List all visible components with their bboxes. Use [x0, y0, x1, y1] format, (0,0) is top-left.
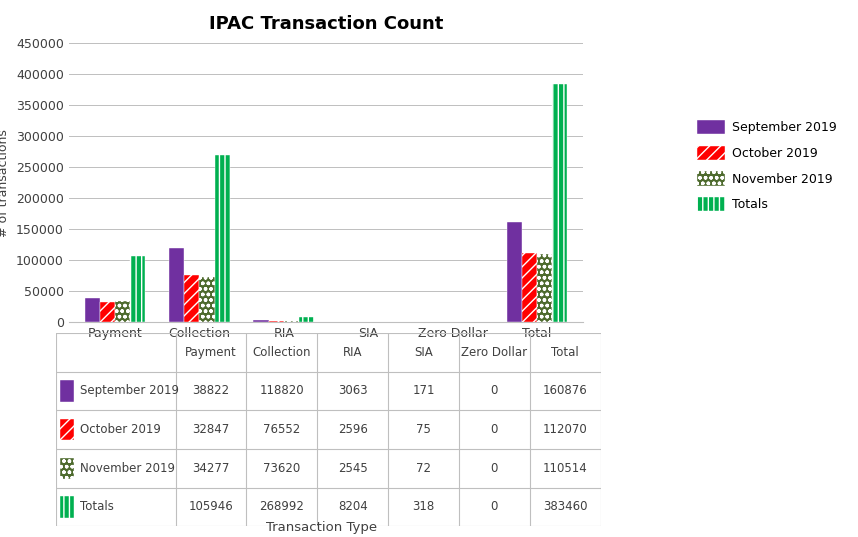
- Bar: [522, 252, 537, 322]
- Text: RIA: RIA: [343, 346, 362, 359]
- Bar: [253, 320, 269, 322]
- Bar: [169, 249, 184, 322]
- Bar: [184, 275, 199, 322]
- Text: September 2019: September 2019: [81, 384, 179, 397]
- Text: Transaction Type: Transaction Type: [266, 521, 378, 534]
- Text: 383460: 383460: [543, 500, 588, 513]
- Text: 112070: 112070: [543, 423, 588, 436]
- Text: 73620: 73620: [263, 462, 300, 475]
- Text: Collection: Collection: [252, 346, 311, 359]
- Text: 32847: 32847: [192, 423, 230, 436]
- Text: 0: 0: [491, 462, 498, 475]
- Text: October 2019: October 2019: [81, 423, 161, 436]
- Text: 72: 72: [416, 462, 431, 475]
- Bar: [214, 155, 230, 322]
- Bar: [60, 496, 74, 518]
- Text: SIA: SIA: [414, 346, 433, 359]
- Text: 105946: 105946: [189, 500, 233, 513]
- Text: Payment: Payment: [185, 346, 237, 359]
- Bar: [199, 277, 214, 322]
- Text: 0: 0: [491, 500, 498, 513]
- Text: 110514: 110514: [543, 462, 588, 475]
- Legend: September 2019, October 2019, November 2019, Totals: September 2019, October 2019, November 2…: [691, 114, 843, 217]
- Text: Total: Total: [552, 346, 579, 359]
- Bar: [506, 222, 522, 322]
- Text: 3063: 3063: [338, 384, 367, 397]
- Text: 160876: 160876: [543, 384, 588, 397]
- Text: 34277: 34277: [192, 462, 230, 475]
- Title: IPAC Transaction Count: IPAC Transaction Count: [208, 15, 444, 33]
- Bar: [60, 419, 74, 440]
- Bar: [269, 321, 284, 322]
- Text: 318: 318: [413, 500, 435, 513]
- Text: Totals: Totals: [81, 500, 114, 513]
- Bar: [553, 84, 567, 322]
- Bar: [100, 302, 115, 322]
- Text: 76552: 76552: [263, 423, 300, 436]
- Bar: [60, 380, 74, 402]
- Text: 268992: 268992: [259, 500, 305, 513]
- Text: 0: 0: [491, 384, 498, 397]
- Text: 38822: 38822: [192, 384, 230, 397]
- Text: 2596: 2596: [338, 423, 367, 436]
- Text: 2545: 2545: [338, 462, 367, 475]
- Text: Zero Dollar: Zero Dollar: [462, 346, 528, 359]
- Text: 8204: 8204: [338, 500, 367, 513]
- Bar: [284, 321, 299, 322]
- Bar: [115, 301, 130, 322]
- Bar: [60, 458, 74, 479]
- Bar: [299, 317, 314, 322]
- Text: 171: 171: [413, 384, 435, 397]
- Bar: [537, 253, 553, 322]
- Text: 75: 75: [416, 423, 431, 436]
- Bar: [85, 298, 100, 322]
- Text: 118820: 118820: [260, 384, 305, 397]
- Bar: [130, 257, 146, 322]
- Text: 0: 0: [491, 423, 498, 436]
- Text: November 2019: November 2019: [81, 462, 175, 475]
- Y-axis label: # of transactions: # of transactions: [0, 129, 10, 236]
